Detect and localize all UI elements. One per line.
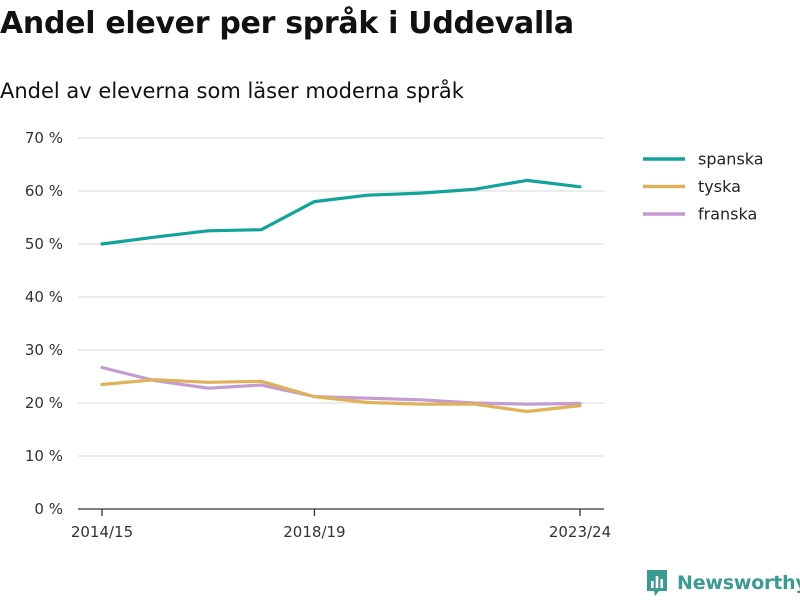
series-line-spanska [100,178,582,246]
legend-label: spanska [698,150,764,169]
y-tick-label: 40 % [25,288,63,306]
gridlines [78,137,604,510]
y-tick-label: 30 % [25,341,63,359]
legend: spanska tyska franska [643,150,764,224]
legend-item-franska: franska [643,205,757,224]
x-tick-label: 2014/15 [71,523,133,541]
legend-label: franska [698,205,757,224]
brand-logo: Newsworthy [645,569,800,597]
chart-title: Andel elever per språk i Uddevalla [0,6,574,41]
x-tick-label: 2018/19 [283,523,345,541]
series-line-franska [100,365,582,406]
y-tick-label: 20 % [25,394,63,412]
y-tick-label: 0 % [34,500,63,518]
x-axis: 2014/15 2018/19 2023/24 [71,509,611,541]
legend-item-tyska: tyska [643,177,741,196]
brand-name: Newsworthy [677,572,800,594]
legend-item-spanska: spanska [643,150,764,169]
series-lines [100,178,582,414]
y-tick-label: 50 % [25,235,63,253]
y-axis: 0 % 10 % 20 % 30 % 40 % 50 % 60 % 70 % [25,129,63,518]
y-tick-label: 70 % [25,129,63,147]
newsworthy-logo-icon [647,570,667,596]
legend-label: tyska [698,177,741,196]
y-tick-label: 10 % [25,447,63,465]
x-tick-label: 2023/24 [549,523,611,541]
series-line-tyska [100,378,582,414]
chart-subtitle: Andel av eleverna som läser moderna språ… [0,79,464,103]
y-tick-label: 60 % [25,182,63,200]
